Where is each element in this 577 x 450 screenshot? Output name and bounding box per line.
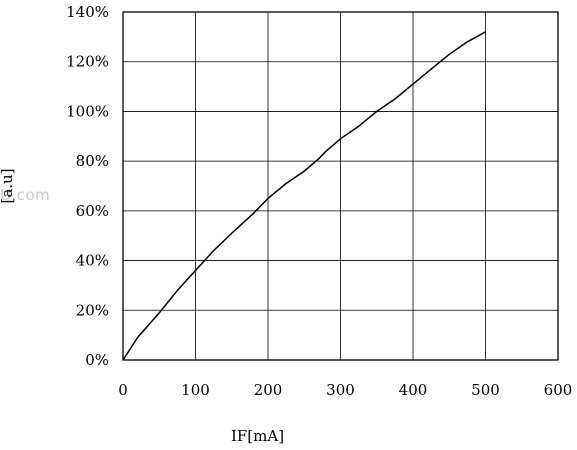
x-tick-label: 100 xyxy=(181,381,210,399)
grid xyxy=(123,12,558,360)
watermark-text: U.com xyxy=(0,186,51,204)
x-axis-label: IF[mA] xyxy=(231,427,284,445)
x-tick-label: 600 xyxy=(544,381,573,399)
y-tick-label: 120% xyxy=(66,53,109,71)
y-tick-label: 100% xyxy=(66,102,109,120)
plot-frame xyxy=(122,11,559,361)
y-tick-label: 80% xyxy=(76,152,109,170)
series-group xyxy=(122,31,486,361)
x-tick-label: 0 xyxy=(118,381,128,399)
y-tick-label: 0% xyxy=(85,351,109,369)
y-tick-label: 20% xyxy=(76,301,109,319)
x-tick-label: 400 xyxy=(399,381,428,399)
y-tick-label: 40% xyxy=(76,252,109,270)
series-line xyxy=(122,31,486,361)
y-tick-label: 140% xyxy=(66,3,109,21)
x-tick-label: 300 xyxy=(326,381,355,399)
y-axis-label: [a.u] xyxy=(0,168,16,203)
x-tick-label: 200 xyxy=(254,381,283,399)
y-tick-labels: 0% 20% 40% 60% 80% 100% 120% 140% xyxy=(66,3,109,369)
x-tick-label: 500 xyxy=(471,381,500,399)
x-tick-labels: 0 100 200 300 400 500 600 xyxy=(118,381,572,399)
y-tick-label: 60% xyxy=(76,202,109,220)
